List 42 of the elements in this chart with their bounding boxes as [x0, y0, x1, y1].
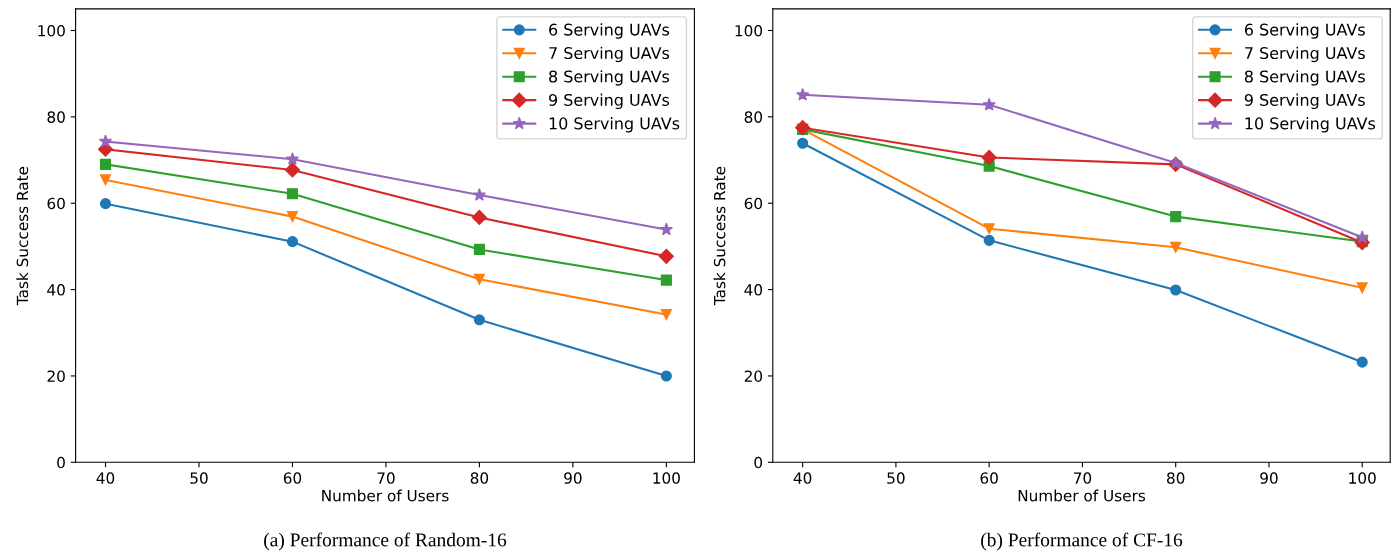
x-tick-label: 100 [1349, 472, 1376, 484]
y-tick-label: 60 [744, 197, 763, 210]
x-tick-label: 50 [887, 472, 905, 484]
legend-label: 7 Serving UAVs [549, 46, 670, 63]
x-tick-label: 60 [980, 472, 998, 484]
y-tick-label: 100 [38, 24, 65, 37]
x-tick-label: 80 [470, 472, 489, 484]
legend-label: 8 Serving UAVs [1244, 70, 1365, 86]
x-tick-label: 70 [1073, 472, 1092, 484]
y-tick-label: 80 [744, 111, 763, 123]
x-tick-label: 40 [96, 472, 115, 484]
y-tick-label: 20 [744, 370, 763, 382]
x-tick-label: 80 [1167, 472, 1185, 484]
text: (a) Performance of Random-16 [264, 532, 507, 551]
y-tick-label: 0 [754, 456, 763, 469]
x-tick-label: 100 [653, 472, 680, 484]
y-axis-title: Task Success Rate [16, 166, 29, 306]
y-tick-label: 60 [47, 197, 65, 210]
y-tick-label: 0 [57, 456, 65, 469]
text: (b) Performance of CF-16 [981, 532, 1183, 551]
y-tick-label: 40 [47, 284, 65, 296]
legend-label: 10 Serving UAVs [1245, 117, 1376, 133]
x-tick-label: 90 [1260, 472, 1278, 484]
y-axis-title: Task Success Rate [713, 166, 726, 306]
y-tick-label: 100 [735, 24, 763, 37]
x-tick-label: 90 [564, 472, 582, 484]
legend-label: 6 Serving UAVs [549, 23, 670, 39]
legend-label: 7 Serving UAVs [1245, 46, 1365, 63]
x-tick-label: 40 [793, 472, 812, 484]
legend-label: 8 Serving UAVs [549, 70, 670, 86]
y-tick-label: 80 [47, 111, 65, 123]
legend-label: 9 Serving UAVs [1244, 93, 1365, 110]
legend-label: 10 Serving UAVs [549, 117, 680, 133]
x-tick-label: 60 [283, 472, 302, 484]
legend-label: 6 Serving UAVs [1244, 23, 1365, 39]
legend-label: 9 Serving UAVs [549, 93, 670, 110]
x-axis-title: Number of Users [1018, 489, 1146, 502]
x-tick-label: 50 [190, 472, 208, 484]
y-tick-label: 20 [47, 370, 65, 382]
x-tick-label: 70 [377, 472, 395, 484]
x-axis-title: Number of Users [322, 489, 449, 502]
y-tick-label: 40 [744, 284, 763, 296]
